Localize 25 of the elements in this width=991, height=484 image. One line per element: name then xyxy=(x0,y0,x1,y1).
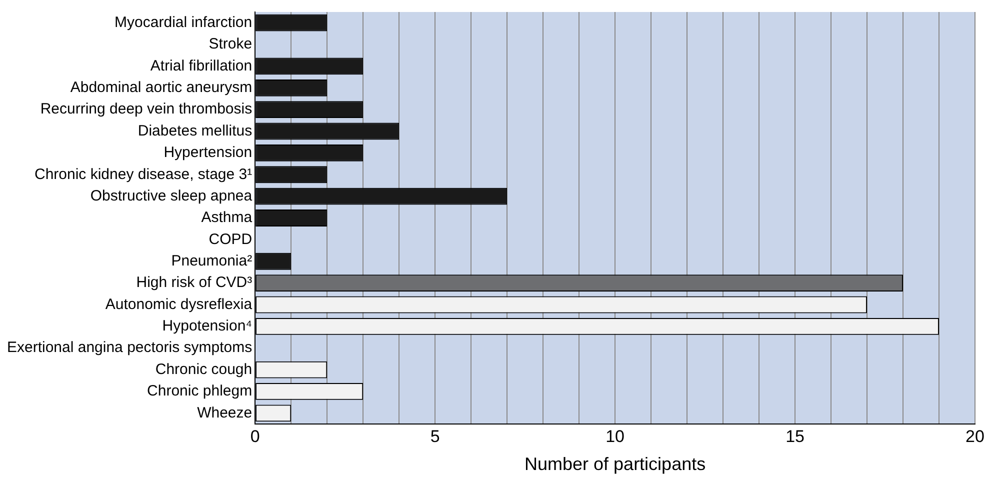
y-tick-label: High risk of CVD³ xyxy=(136,274,252,292)
y-tick-label: Chronic phlegm xyxy=(147,382,252,400)
y-tick-label: Recurring deep vein thrombosis xyxy=(40,100,252,118)
y-tick-label: COPD xyxy=(208,230,252,248)
x-tick-label: 15 xyxy=(786,426,804,446)
y-tick-label: Chronic kidney disease, stage 3¹ xyxy=(34,166,252,183)
x-tick-label: 0 xyxy=(250,426,260,446)
y-tick-label: Diabetes mellitus xyxy=(138,122,252,140)
y-tick-label: Wheeze xyxy=(197,404,252,422)
y-tick-label: Obstructive sleep apnea xyxy=(90,187,253,204)
y-tick-label: Abdominal aortic aneurysm xyxy=(70,79,252,96)
y-tick-label: Pneumonia² xyxy=(171,252,252,270)
y-tick-label: Asthma xyxy=(201,209,253,226)
y-tick-label: Atrial fibrillation xyxy=(150,57,252,74)
x-axis-title: Number of participants xyxy=(524,454,706,474)
y-tick-label: Exertional angina pectoris symptoms xyxy=(6,339,252,356)
x-tick-label: 20 xyxy=(966,426,984,446)
y-tick-label: Autonomic dysreflexia xyxy=(105,296,253,313)
y-tick-label: Hypertension xyxy=(164,144,252,162)
y-tick-label: Myocardial infarction xyxy=(114,14,252,31)
x-tick-label: 5 xyxy=(430,426,440,446)
x-tick-label: 10 xyxy=(606,426,625,446)
y-tick-label: Stroke xyxy=(208,36,252,53)
y-tick-label: Hypotension⁴ xyxy=(162,318,252,335)
y-tick-label: Chronic cough xyxy=(155,360,252,378)
